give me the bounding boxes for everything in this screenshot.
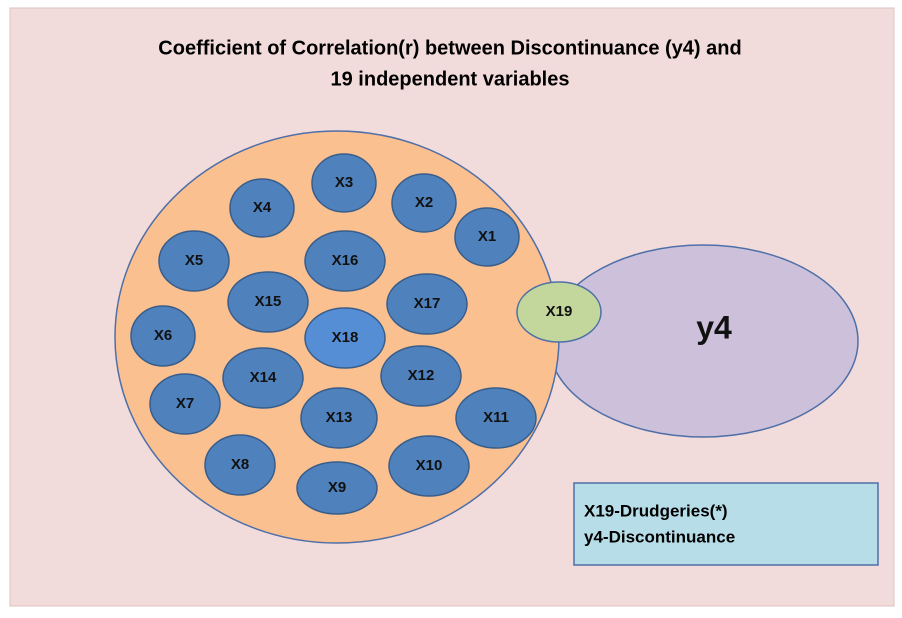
node [388,435,470,497]
node-label: X13 [326,409,353,426]
node [455,387,537,449]
legend-text: X19-Drudgeries(*) [584,501,728,520]
node-label: X12 [408,367,435,384]
node-label: X2 [415,194,433,211]
node [304,307,386,369]
node-label: X14 [250,369,277,386]
node [516,281,602,343]
node-label: X17 [414,295,441,312]
node [454,207,520,267]
node-label: X5 [185,252,203,269]
nodes: X1 X2 X3 X4 X5 X6 X7 X8 X9 X10 X11 X12 X13 X14 X15 X16 X… [130,153,732,515]
node-label: X11 [483,409,509,426]
node [149,373,221,435]
node-label: X1 [478,228,496,245]
title: Coefficient of Correlation(r) between Di… [158,37,741,59]
node-label: X19 [546,303,573,320]
node [311,153,377,213]
node-label: X9 [328,479,346,496]
node-label: X7 [176,395,194,412]
node-label: X3 [335,174,353,191]
node [130,305,196,367]
node [296,461,378,515]
node [380,345,462,407]
node [204,434,276,496]
node-label: X18 [332,329,359,346]
node [227,271,309,333]
node [229,178,295,238]
node [222,347,304,409]
legend-box [573,482,879,566]
node [386,273,468,335]
node [391,173,457,233]
node [300,387,378,449]
node-label: X6 [154,327,172,344]
node [158,230,230,292]
legend-text: y4-Discontinuance [584,527,735,546]
title: 19 independent variables [331,68,570,90]
node-label: y4 [696,309,732,345]
node-label: X10 [416,457,443,474]
node-label: X8 [231,456,249,473]
node-label: X15 [255,293,282,310]
node [304,230,386,292]
node-label: X16 [332,252,359,269]
node-label: X4 [253,199,272,216]
